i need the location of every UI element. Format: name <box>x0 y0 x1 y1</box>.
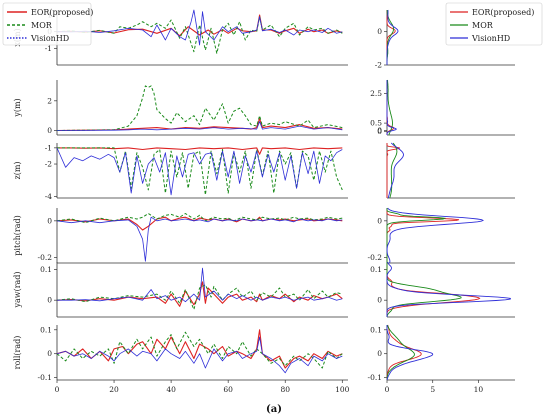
y-tick-label: 0.1 <box>40 325 52 334</box>
x-tick-label: 20 <box>109 385 119 394</box>
y-tick-label: -0.1 <box>38 373 52 382</box>
y-tick-label: 2 <box>47 96 52 105</box>
density-curve-mor <box>386 10 395 65</box>
density-y-tick-label: -2 <box>375 61 383 70</box>
y-tick-label: 0 <box>47 349 52 358</box>
density-curve-mor <box>386 324 415 381</box>
y-tick-label: -4 <box>45 192 53 201</box>
density-y-tick-label: 0 <box>377 27 382 36</box>
series-line-eorproposed <box>56 329 343 369</box>
density-curve-visionhd <box>386 9 399 65</box>
series-line-eorproposed <box>57 147 343 155</box>
series-line-visionhd <box>57 267 343 303</box>
series-line-mor <box>56 284 343 310</box>
density-curve-visionhd <box>386 207 485 264</box>
legend-label: EOR(proposed) <box>31 8 93 17</box>
legend-label: MOR <box>472 21 494 30</box>
panel-y: 02y(m)00.52.5 <box>13 79 515 136</box>
density-x-tick-label: 0 <box>385 385 390 394</box>
y-tick-label: -2 <box>45 160 53 169</box>
legend-right: EOR(proposed) MOR VisionHD <box>445 2 543 46</box>
x-tick-label: 40 <box>166 385 176 394</box>
density-curve-visionhd <box>386 325 434 381</box>
series-line-mor <box>57 147 343 196</box>
density-y-tick-label: 0.1 <box>370 325 382 334</box>
density-curve-visionhd <box>387 142 404 199</box>
series-line-visionhd <box>56 9 343 46</box>
density-y-tick-label: 0 <box>377 127 382 136</box>
density-curve-mor <box>389 142 398 199</box>
density-y-tick-label: -0.2 <box>368 253 383 262</box>
density-y-tick-label: 0.1 <box>370 265 382 274</box>
density-curve-eorproposed <box>386 143 400 198</box>
y-tick-label: 0.1 <box>40 265 52 274</box>
density-y-tick-label: 0 <box>377 216 382 225</box>
legend-left: EOR(proposed) MOR VisionHD <box>2 2 93 46</box>
y-tick-label: -1 <box>45 143 52 152</box>
series-line-eorproposed <box>56 281 343 307</box>
density-y-tick-label: -0.1 <box>368 373 382 382</box>
density-curve-mor <box>386 262 462 318</box>
y-tick-label: -0.2 <box>38 253 53 262</box>
y-tick-label: 0 <box>47 296 52 305</box>
density-y-tick-label: 0 <box>377 126 382 135</box>
y-tick-label: 0 <box>47 216 52 225</box>
x-tick-label: 80 <box>280 385 290 394</box>
x-tick-label: 60 <box>223 385 233 394</box>
y-axis-label: yaw(rad) <box>13 271 22 308</box>
density-curve-eorproposed <box>386 324 422 380</box>
series-line-visionhd <box>56 216 343 262</box>
legend-box <box>2 2 92 46</box>
legend-label: VisionHD <box>471 34 510 43</box>
y-axis-label: roll(rad) <box>13 336 22 370</box>
density-y-tick-label: 0 <box>377 296 382 305</box>
x-tick-label: 100 <box>335 385 350 394</box>
series-line-visionhd <box>56 121 343 131</box>
legend-label: MOR <box>31 21 53 30</box>
x-tick-label: 0 <box>55 385 60 394</box>
density-x-tick-label: 10 <box>474 385 484 394</box>
panel-z: -1 -2 -4 z(m) 0 <box>13 127 515 201</box>
y-axis-label: z(m) <box>13 161 22 179</box>
density-y-tick-label: 0 <box>377 349 382 358</box>
series-line-eorproposed <box>56 118 343 132</box>
series-line-mor <box>56 85 343 131</box>
panel-pitch: 0 -0.2 pitch(rad) 0 -0.2 <box>13 207 515 264</box>
legend-label: VisionHD <box>30 34 69 43</box>
panel-yaw: 0.1 0 yaw(rad) 0.1 0 <box>13 261 515 318</box>
y-tick-label: -1 <box>45 44 52 53</box>
y-tick-label: 0 <box>47 126 52 135</box>
series-line-mor <box>56 331 343 369</box>
density-y-tick-label: 2.5 <box>370 89 382 98</box>
series-line-mor <box>56 213 343 224</box>
density-curve-visionhd <box>386 261 511 317</box>
density-curve-visionhd <box>386 80 397 135</box>
y-axis-label: pitch(rad) <box>13 215 22 255</box>
series-line-visionhd <box>56 147 343 196</box>
density-curve-mor <box>387 79 393 136</box>
density-x-tick-label: 5 <box>430 385 435 394</box>
figure-caption: (a) <box>266 404 282 415</box>
series-line-visionhd <box>56 336 343 374</box>
legend-label: EOR(proposed) <box>472 8 534 17</box>
y-axis-label: y(m) <box>13 98 22 117</box>
legend-box <box>445 2 543 46</box>
density-y-tick-label: 0.5 <box>370 119 382 128</box>
panel-roll: 0.1 0 -0.1 roll(rad) 0.1 0 -0.1 <box>13 324 515 382</box>
